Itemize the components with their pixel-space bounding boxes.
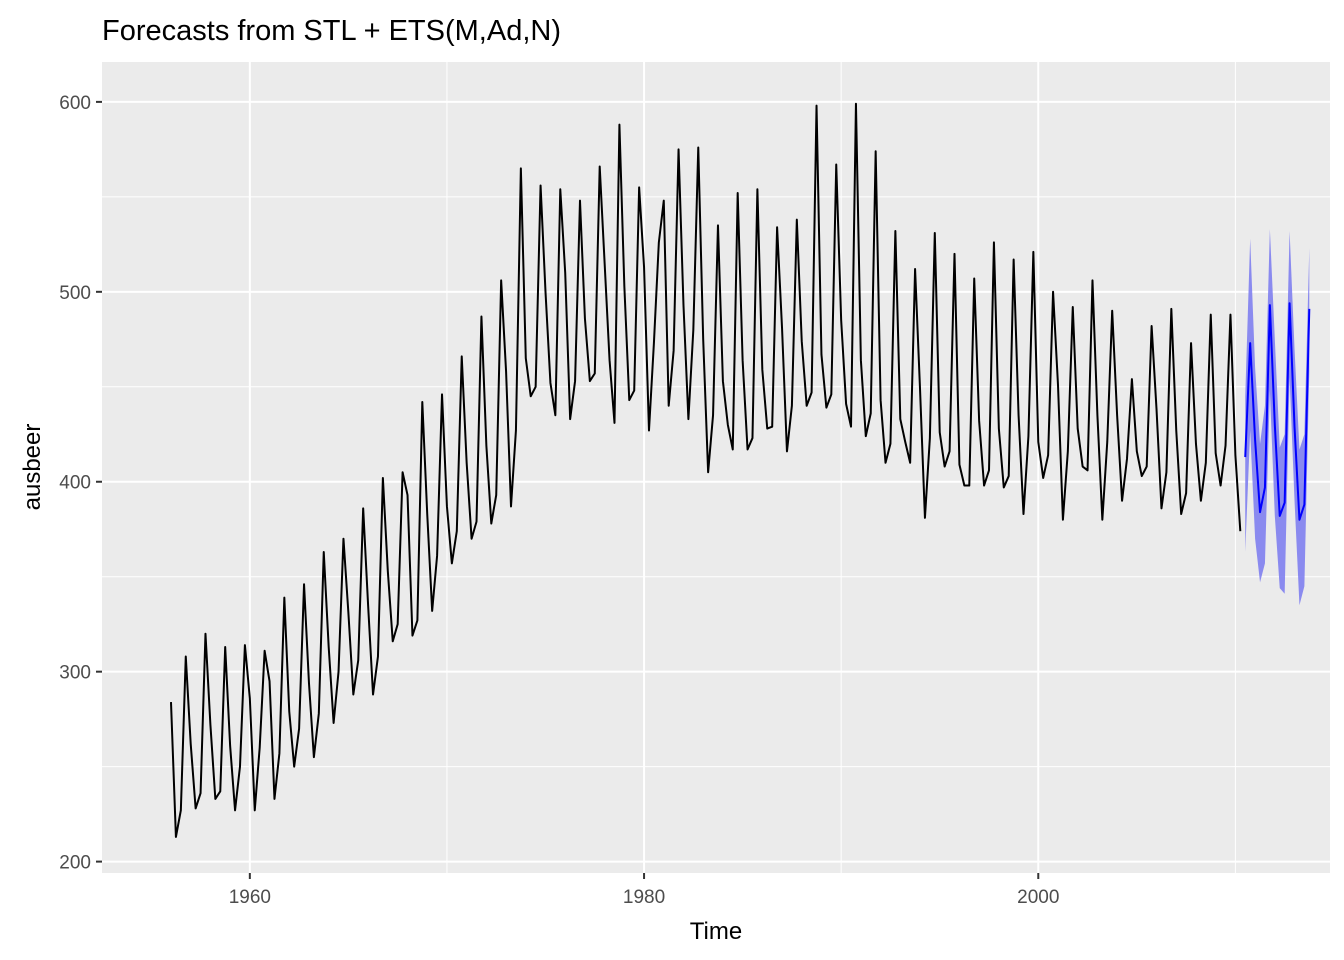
x-axis-title: Time (690, 918, 742, 945)
y-tick-label: 500 (59, 283, 91, 304)
series-layer (169, 102, 1311, 838)
x-tick-label: 1960 (229, 887, 271, 908)
x-tick-label: 2000 (1017, 887, 1059, 908)
y-tick-label: 600 (59, 93, 91, 114)
y-tick-label: 300 (59, 663, 91, 684)
x-axis: 1960 1980 2000 (229, 873, 1059, 908)
y-axis: 200 300 400 500 600 (59, 93, 102, 874)
y-axis-title: ausbeer (19, 424, 46, 511)
forecast-band-layer (1245, 229, 1310, 606)
series-line-ausbeer (169, 102, 1242, 838)
x-tick-label: 1980 (623, 887, 665, 908)
forecast-interval-band (1245, 229, 1310, 606)
y-tick-label: 400 (59, 473, 91, 494)
y-tick-label: 200 (59, 853, 91, 874)
chart-title: Forecasts from STL + ETS(M,Ad,N) (102, 15, 561, 47)
forecast-line (1244, 302, 1311, 521)
